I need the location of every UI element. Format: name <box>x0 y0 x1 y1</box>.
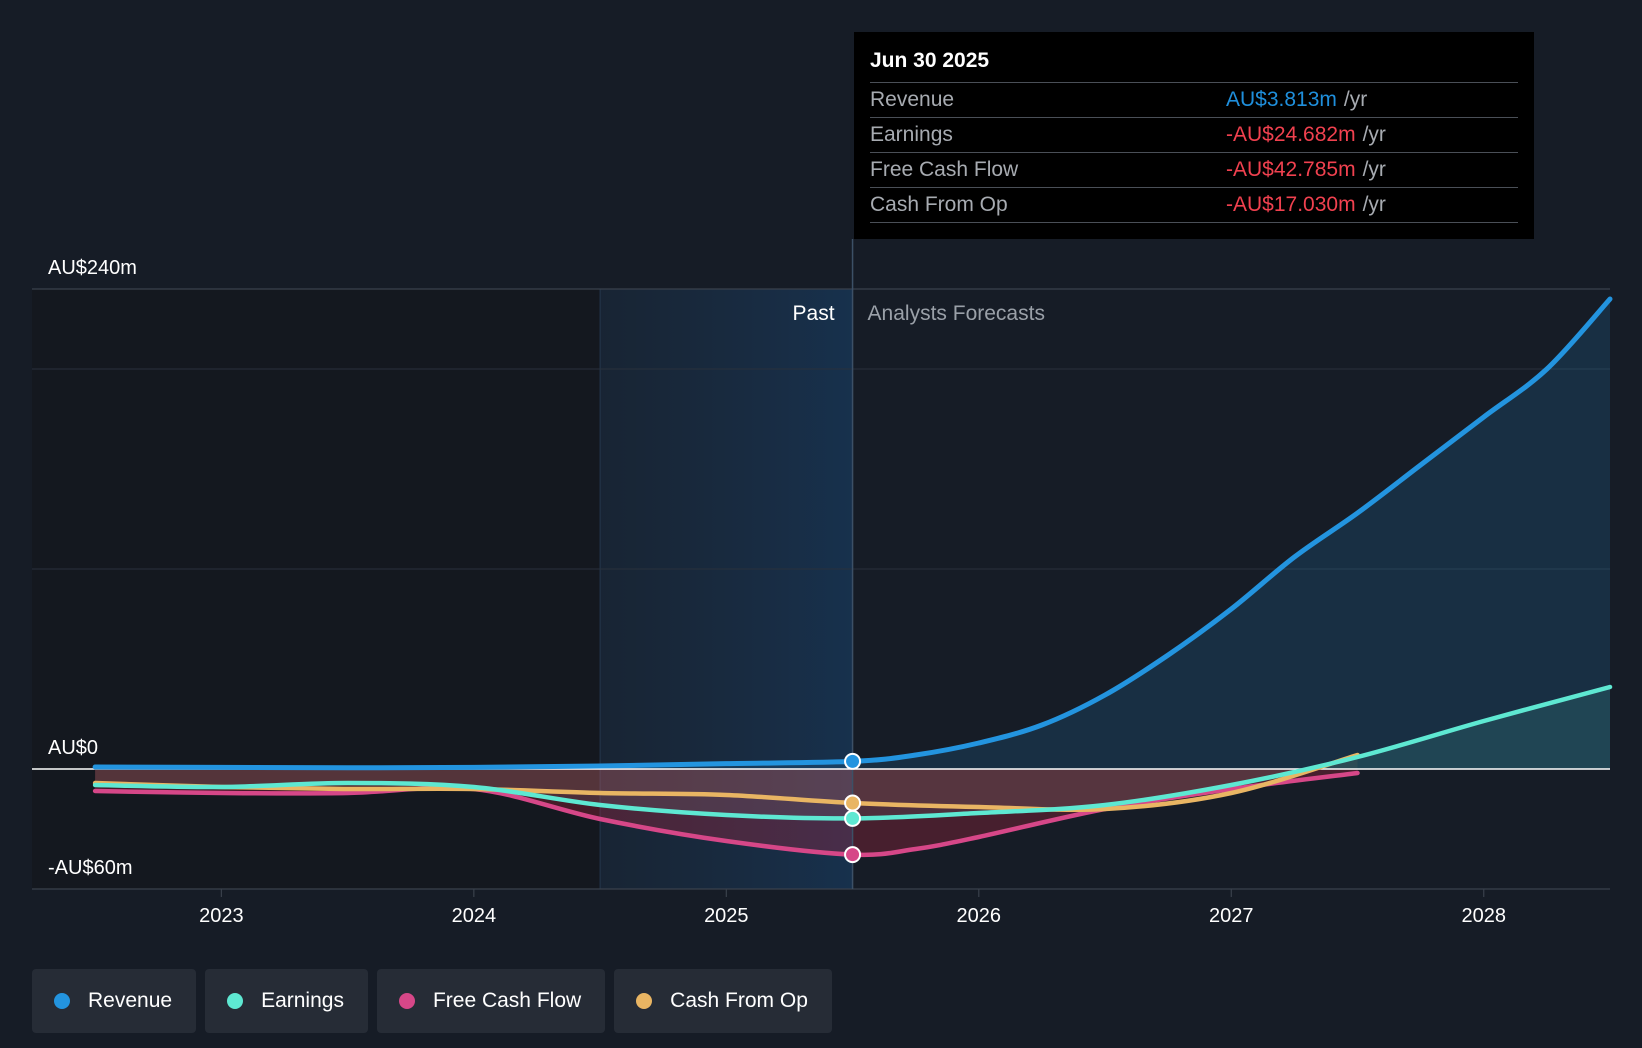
x-tick-label: 2024 <box>452 905 497 927</box>
tooltip-row-earnings: Earnings -AU$24.682m /yr <box>870 118 1518 153</box>
tooltip-row-revenue: Revenue AU$3.813m /yr <box>870 83 1518 118</box>
marker-cash-from-op <box>844 794 862 812</box>
tooltip-value: -AU$17.030m <box>1226 193 1356 216</box>
tooltip-row-cash-from-op: Cash From Op -AU$17.030m /yr <box>870 188 1518 223</box>
tooltip-label: Earnings <box>870 123 953 146</box>
marker-free-cash-flow <box>844 846 862 864</box>
tooltip-value: -AU$24.682m <box>1226 123 1356 146</box>
y-axis-label: AU$0 <box>48 737 98 759</box>
line-free-cash-flow <box>92 770 1360 858</box>
x-tick-label: 2027 <box>1209 905 1254 927</box>
history-region <box>32 289 601 889</box>
tooltip-unit: /yr <box>1362 158 1386 181</box>
legend-item-revenue[interactable]: Revenue <box>32 969 197 1033</box>
y-axis-label: -AU$60m <box>48 857 132 879</box>
legend-dot-icon <box>636 993 653 1009</box>
past-label: Past <box>793 302 835 325</box>
x-tick-label: 2026 <box>957 905 1002 927</box>
x-tick-label: 2023 <box>199 905 244 927</box>
legend-dot-icon <box>398 993 415 1009</box>
legend-dot-icon <box>54 993 70 1009</box>
tooltip-value: -AU$42.785m <box>1226 158 1356 181</box>
legend-item-earnings[interactable]: Earnings <box>205 969 368 1033</box>
gridlines <box>32 288 1610 890</box>
x-axis-ticks: 2023 2024 2025 2026 2027 2028 <box>199 889 1506 927</box>
legend-dot-icon <box>227 993 244 1009</box>
tooltip-label: Free Cash Flow <box>870 158 1019 181</box>
tooltip-row-free-cash-flow: Free Cash Flow -AU$42.785m /yr <box>870 153 1518 188</box>
area-cash-from-op <box>95 755 1358 810</box>
legend-item-cash-from-op[interactable]: Cash From Op <box>614 969 832 1033</box>
legend-item-free-cash-flow[interactable]: Free Cash Flow <box>376 969 606 1033</box>
tooltip-unit: /yr <box>1343 88 1368 111</box>
marker-revenue <box>844 752 862 770</box>
tooltip-date: Jun 30 2025 <box>870 46 1518 83</box>
area-free-cash-flow <box>95 769 1358 855</box>
area-revenue <box>95 299 1611 769</box>
y-axis-labels: AU$240m AU$0 -AU$60m <box>48 257 137 879</box>
past-highlight-band <box>600 289 853 889</box>
legend-label: Revenue <box>88 989 173 1012</box>
y-axis-label: AU$240m <box>48 257 137 279</box>
chart-legend: Revenue Earnings Free Cash Flow Cash Fro… <box>32 969 832 1033</box>
tooltip-unit: /yr <box>1362 123 1386 146</box>
legend-label: Cash From Op <box>670 989 808 1012</box>
line-revenue <box>92 296 1613 771</box>
line-cash-from-op <box>92 752 1360 813</box>
marker-earnings <box>844 809 862 827</box>
tooltip-label: Revenue <box>870 88 955 111</box>
tooltip-unit: /yr <box>1362 193 1386 216</box>
tooltip-value: AU$3.813m <box>1226 88 1337 111</box>
hover-markers <box>844 752 862 864</box>
legend-label: Earnings <box>261 989 344 1012</box>
tooltip-label: Cash From Op <box>870 193 1008 216</box>
forecast-label: Analysts Forecasts <box>868 302 1045 325</box>
data-tooltip: Jun 30 2025 Revenue AU$3.813m /yr Earnin… <box>854 32 1534 239</box>
legend-label: Free Cash Flow <box>432 989 582 1012</box>
x-tick-label: 2028 <box>1462 905 1507 927</box>
x-tick-label: 2025 <box>704 905 749 927</box>
